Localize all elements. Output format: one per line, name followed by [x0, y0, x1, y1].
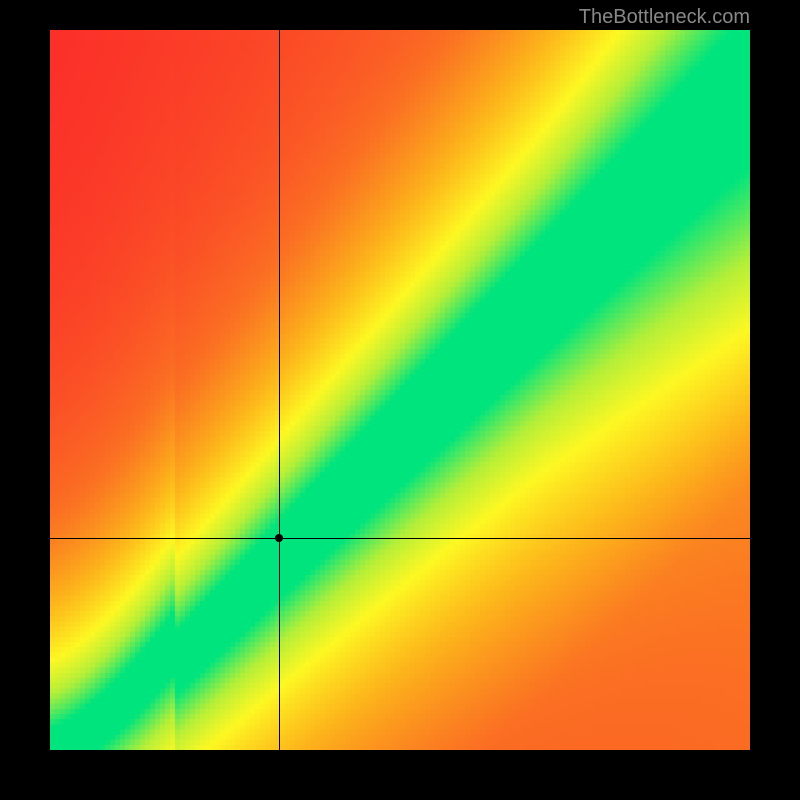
bottleneck-heatmap — [50, 30, 750, 750]
crosshair-vertical — [279, 30, 280, 750]
crosshair-horizontal — [50, 538, 750, 539]
selection-marker — [275, 534, 283, 542]
heatmap-canvas — [50, 30, 750, 750]
watermark-text: TheBottleneck.com — [579, 6, 750, 29]
